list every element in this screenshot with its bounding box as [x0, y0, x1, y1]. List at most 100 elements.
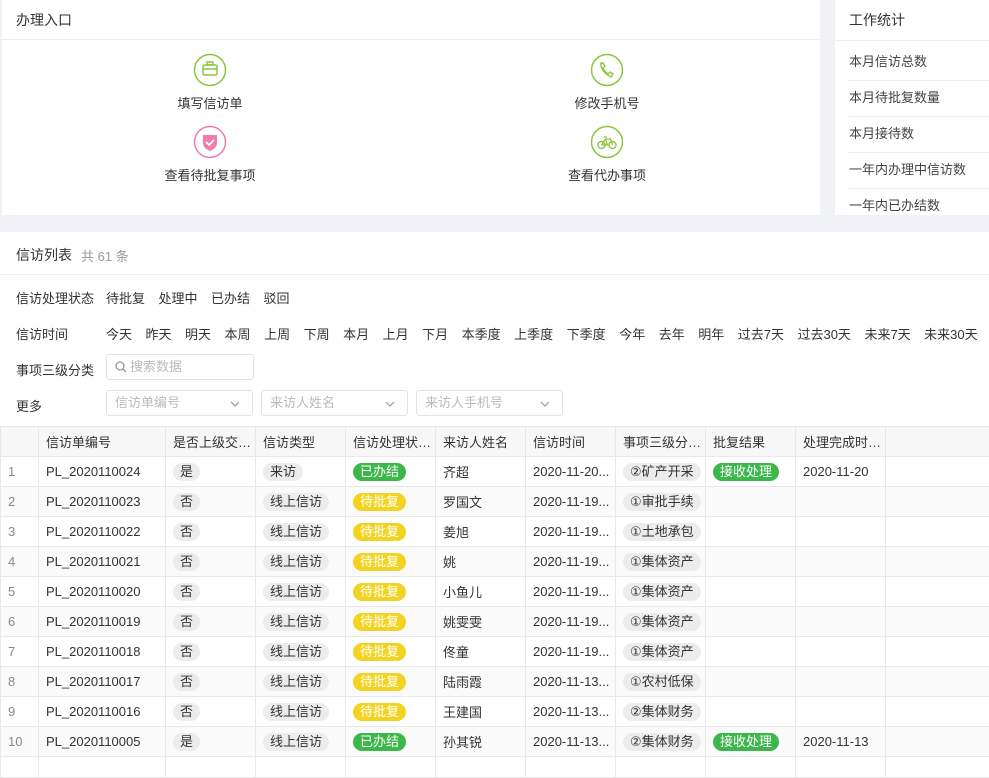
cell: 2020-11-19...	[526, 487, 616, 517]
time-option[interactable]: 过去7天	[738, 324, 784, 343]
time-option[interactable]: 本周	[225, 324, 251, 343]
status-option[interactable]: 待批复	[106, 288, 145, 307]
cell: 2020-11-13	[796, 727, 886, 757]
time-option[interactable]: 过去30天	[797, 324, 850, 343]
stat-item[interactable]: 本月信访总数	[849, 44, 989, 81]
time-option[interactable]: 下月	[422, 324, 448, 343]
entry-label: 填写信访单	[110, 93, 310, 112]
placeholder: 搜索数据	[130, 355, 182, 379]
time-option[interactable]: 未来7天	[864, 324, 910, 343]
cell: 已办结	[346, 457, 436, 487]
cell: 姜旭	[436, 517, 526, 547]
status-option[interactable]: 处理中	[159, 288, 198, 307]
time-option[interactable]: 昨天	[146, 324, 172, 343]
time-option[interactable]: 今天	[106, 324, 132, 343]
tag: 接收处理	[713, 733, 779, 751]
cell	[796, 547, 886, 577]
cell	[886, 517, 989, 547]
stat-item[interactable]: 本月待批复数量	[849, 80, 989, 117]
cell	[706, 517, 796, 547]
stats-card: 工作统计 本月信访总数本月待批复数量本月接待数一年内办理中信访数一年内已办结数	[835, 0, 989, 215]
icon	[193, 53, 227, 87]
select[interactable]: 来访人姓名	[261, 390, 408, 416]
list-header: 信访列表 共 61 条	[0, 232, 989, 275]
tag: 待批复	[353, 673, 406, 691]
time-option[interactable]: 明年	[698, 324, 724, 343]
header-cell: 批复结果	[706, 427, 796, 457]
search-input[interactable]: 搜索数据	[106, 354, 254, 380]
cell: 否	[166, 637, 256, 667]
cell	[796, 697, 886, 727]
row-index: 7	[1, 637, 39, 667]
cell: 待批复	[346, 667, 436, 697]
time-option[interactable]: 下季度	[567, 324, 606, 343]
entry-item[interactable]: 查看代办事项	[507, 125, 707, 184]
cell: 否	[166, 607, 256, 637]
row-index: 6	[1, 607, 39, 637]
tag: 线上信访	[263, 613, 329, 631]
cell	[886, 547, 989, 577]
tag: 是	[173, 733, 200, 751]
tag: 待批复	[353, 703, 406, 721]
time-option[interactable]: 本季度	[462, 324, 501, 343]
stat-item[interactable]: 本月接待数	[849, 116, 989, 153]
status-option[interactable]: 驳回	[264, 288, 290, 307]
cell: 2020-11-19...	[526, 517, 616, 547]
tag: 否	[173, 613, 200, 631]
tag: 线上信访	[263, 673, 329, 691]
stat-item[interactable]: 一年内办理中信访数	[849, 152, 989, 189]
cell	[436, 757, 526, 778]
cell	[526, 757, 616, 778]
cell: 2020-11-19...	[526, 607, 616, 637]
time-option[interactable]: 上季度	[514, 324, 553, 343]
header-cell: 处理完成时…	[796, 427, 886, 457]
time-option[interactable]: 未来30天	[924, 324, 977, 343]
entry-item[interactable]: 修改手机号	[507, 53, 707, 112]
header-cell	[1, 427, 39, 457]
row-index: 1	[1, 457, 39, 487]
stat-item[interactable]: 一年内已办结数	[849, 188, 989, 215]
tag: 待批复	[353, 523, 406, 541]
cell: 线上信访	[256, 517, 346, 547]
status-option[interactable]: 已办结	[211, 288, 250, 307]
cell: PL_2020110019	[39, 607, 166, 637]
entry-item[interactable]: 填写信访单	[110, 53, 310, 112]
time-option[interactable]: 本月	[343, 324, 369, 343]
cell	[706, 577, 796, 607]
cell: 待批复	[346, 577, 436, 607]
placeholder: 来访人手机号	[425, 391, 503, 415]
time-option[interactable]: 今年	[619, 324, 645, 343]
entry-item[interactable]: 查看待批复事项	[110, 125, 310, 184]
time-option[interactable]: 下周	[304, 324, 330, 343]
select[interactable]: 来访人手机号	[416, 390, 563, 416]
entry-title: 办理入口	[16, 10, 72, 30]
cell: 待批复	[346, 547, 436, 577]
cell: 是	[166, 457, 256, 487]
filter-label: 更多	[16, 396, 42, 415]
header-row: 信访单编号是否上级交…信访类型信访处理状…来访人姓名信访时间事项三级分…批复结果…	[1, 427, 989, 457]
row-index: 2	[1, 487, 39, 517]
cell	[346, 757, 436, 778]
cell: ①农村低保	[616, 667, 706, 697]
cell: PL_2020110020	[39, 577, 166, 607]
select[interactable]: 信访单编号	[106, 390, 253, 416]
time-option[interactable]: 上月	[383, 324, 409, 343]
entry-header: 办理入口	[2, 0, 820, 40]
time-option[interactable]: 去年	[659, 324, 685, 343]
time-option[interactable]: 上周	[264, 324, 290, 343]
cell: 姚雯雯	[436, 607, 526, 637]
tag: ②矿产开采	[623, 463, 701, 481]
time-option[interactable]: 明天	[185, 324, 211, 343]
cell: PL_2020110018	[39, 637, 166, 667]
tag: 线上信访	[263, 493, 329, 511]
